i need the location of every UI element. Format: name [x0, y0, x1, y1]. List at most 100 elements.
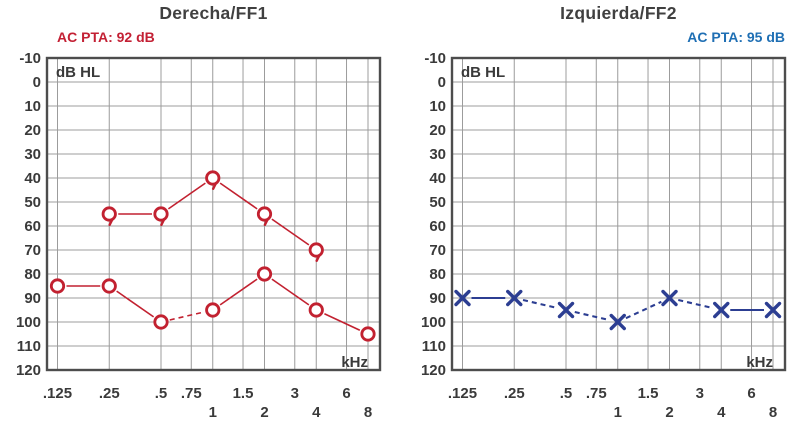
- circle-marker: [360, 326, 376, 342]
- x-marker: [557, 301, 575, 319]
- x-tick-label: 6: [342, 385, 350, 402]
- series-connector-line: [271, 278, 310, 306]
- marker-tail: [315, 253, 321, 262]
- series-connector-line: [271, 218, 310, 246]
- y-tick-label: 120: [421, 362, 446, 379]
- y-tick-label: 110: [17, 338, 41, 355]
- x-marker: [713, 301, 730, 319]
- y-tick-label: 100: [16, 314, 41, 331]
- x-tick-label: 1.5: [638, 385, 659, 402]
- y-tick-label: 80: [429, 266, 446, 283]
- circle-marker: [256, 206, 273, 227]
- x-tick-label: 6: [747, 385, 755, 402]
- x-marker: [506, 289, 523, 307]
- y-tick-label: 60: [429, 218, 446, 235]
- panel-left-ear-ff2: Izquierda/FF2 AC PTA: 95 dB -10 0 10 20 30 40…: [405, 0, 800, 435]
- y-tick-label: 30: [429, 146, 446, 163]
- y-tick-label: 120: [16, 362, 41, 379]
- series-connector-line: [167, 182, 206, 210]
- x-tick-label: 8: [769, 404, 777, 421]
- y-tick-label: 50: [24, 194, 41, 211]
- y-tick-label: 10: [24, 98, 41, 115]
- db-hl-unit-label: dB HL: [56, 64, 100, 81]
- marker-tail: [108, 217, 114, 227]
- series-connector-line: [324, 313, 361, 331]
- x-tick-label: .25: [504, 385, 525, 402]
- circle-marker: [308, 242, 324, 262]
- grid-lines: [47, 58, 380, 370]
- x-tick-label: .125: [448, 385, 477, 402]
- x-tick-label: 2: [665, 404, 673, 421]
- ac-pta-badge-right-ear: AC PTA: 92 dB: [57, 29, 155, 45]
- circle-marker: [205, 170, 221, 191]
- audiogram-chart-right-ear: -10 0 10 20 30 40 50 60 70 80 90 100 110 120.125 .25 .5…: [16, 50, 382, 421]
- panel-title-left-ear: Izquierda/FF2: [560, 3, 677, 23]
- x-tick-label: 3: [291, 385, 299, 402]
- y-tick-label: 70: [24, 242, 41, 259]
- y-tick-label: 40: [24, 170, 41, 187]
- y-tick-label: 70: [429, 242, 446, 259]
- x-tick-label: .5: [560, 385, 573, 402]
- y-tick-label: 50: [429, 194, 446, 211]
- circle-marker: [153, 314, 169, 330]
- y-tick-label: -10: [424, 50, 446, 67]
- khz-unit-label: kHz: [341, 354, 368, 371]
- x-tick-label: .125: [43, 385, 72, 402]
- ac-pta-badge-left-ear: AC PTA: 95 dB: [687, 29, 785, 45]
- y-tick-label: 110: [422, 338, 446, 355]
- y-tick-label: 20: [429, 122, 446, 139]
- x-tick-label: 4: [312, 404, 321, 421]
- panel-title-right-ear: Derecha/FF1: [159, 3, 268, 23]
- plot-border: [45, 56, 382, 372]
- khz-unit-label: kHz: [746, 354, 773, 371]
- series-connector-line: [522, 299, 558, 309]
- x-tick-label: .5: [155, 385, 168, 402]
- x-marker: [609, 313, 626, 331]
- circle-marker: [205, 302, 221, 318]
- audiogram-chart-left-ear: -10 0 10 20 30 40 50 60 70 80 90 100 110 120.125 .25 .5…: [421, 50, 787, 421]
- y-tick-label: 10: [429, 98, 446, 115]
- x-tick-label: 1: [209, 404, 217, 421]
- series-connector-line: [116, 290, 155, 318]
- circle-marker: [308, 302, 324, 318]
- x-tick-label: .75: [586, 385, 607, 402]
- circle-marker: [256, 266, 273, 282]
- y-tick-label: 40: [429, 170, 446, 187]
- series-connector-line: [678, 299, 713, 309]
- marker-tail: [211, 181, 218, 191]
- series-connector-line: [219, 278, 258, 306]
- x-tick-label: .25: [99, 385, 120, 402]
- series-connector-line: [219, 182, 258, 210]
- series-air-conduction-x-series: [454, 289, 782, 331]
- x-tick-label: 8: [364, 404, 372, 421]
- marker-tail: [160, 217, 166, 227]
- x-tick-label: 1: [614, 404, 622, 421]
- y-tick-label: 60: [24, 218, 41, 235]
- axis-labels: -10 0 10 20 30 40 50 60 70 80 90 100 110 120.125 .25 .5…: [16, 50, 372, 421]
- panel-right-ear-ff1: Derecha/FF1 AC PTA: 92 dB -10 0 10 20 30 40 50…: [0, 0, 395, 435]
- series-air-conduction-circle-series: [49, 266, 376, 342]
- circle-marker: [101, 206, 117, 227]
- y-tick-label: 90: [24, 290, 41, 307]
- x-tick-label: 4: [717, 404, 726, 421]
- circle-marker: [49, 278, 66, 294]
- y-tick-label: 30: [24, 146, 41, 163]
- series-connector-line: [169, 311, 205, 321]
- x-tick-label: 1.5: [233, 385, 254, 402]
- y-tick-label: 80: [24, 266, 41, 283]
- x-tick-label: 2: [260, 404, 268, 421]
- y-tick-label: 90: [429, 290, 446, 307]
- series-upper-circle-series: [101, 170, 324, 262]
- series-connector-line: [625, 300, 662, 320]
- axis-labels: -10 0 10 20 30 40 50 60 70 80 90 100 110 120.125 .25 .5…: [421, 50, 777, 421]
- y-tick-label: 0: [33, 74, 41, 91]
- x-tick-label: 3: [696, 385, 704, 402]
- plot-border: [450, 56, 787, 372]
- y-tick-label: -10: [19, 50, 41, 67]
- series-connector-line: [574, 311, 610, 321]
- y-tick-label: 0: [438, 74, 446, 91]
- circle-marker: [101, 278, 117, 294]
- circle-marker: [153, 206, 169, 227]
- marker-tail: [263, 217, 269, 227]
- x-marker: [661, 289, 678, 307]
